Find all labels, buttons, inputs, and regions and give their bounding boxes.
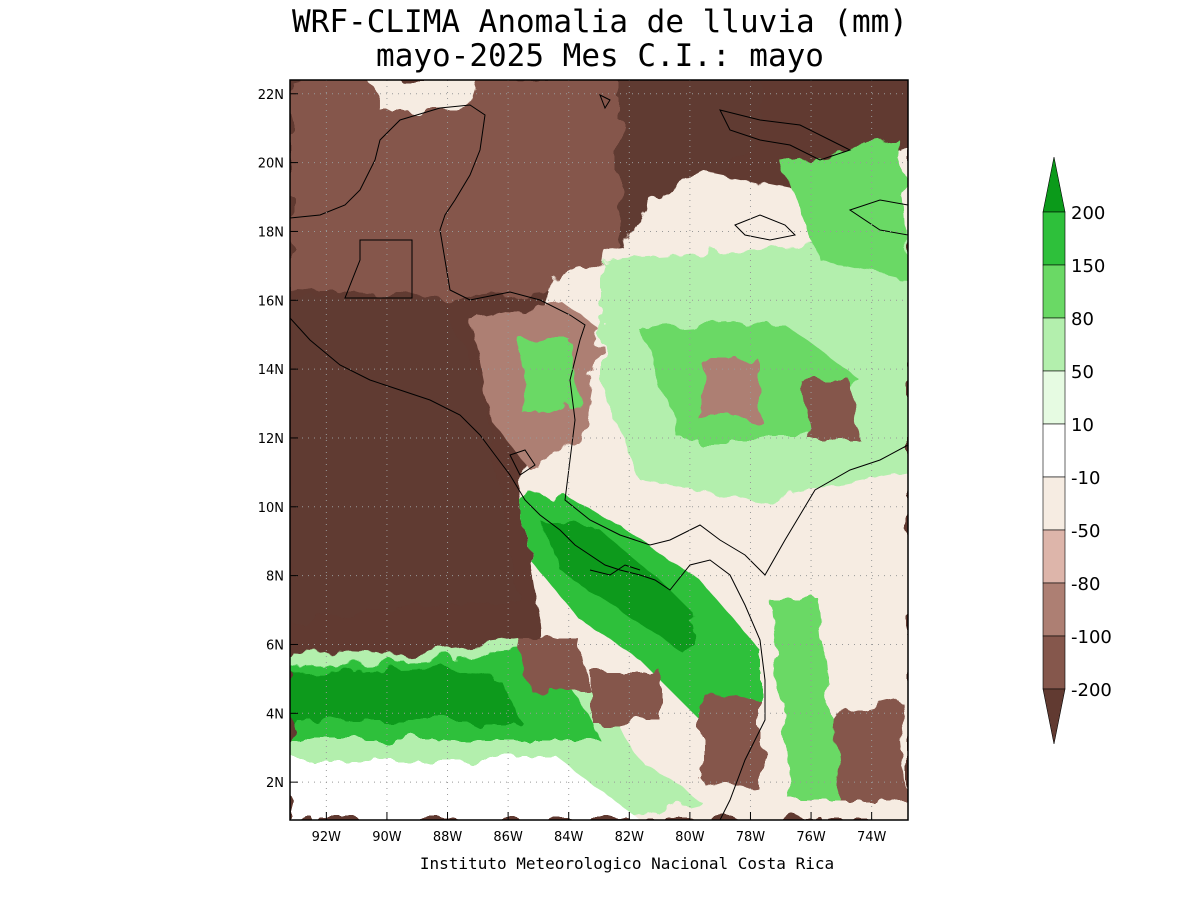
x-tick-label: 74W [857,830,887,845]
colorbar-top-arrow [1042,156,1066,213]
x-tick-label: 78W [736,830,766,845]
x-tick-label: 88W [433,830,463,845]
y-tick-label: 2N [266,776,284,791]
y-tick-label: 6N [266,638,284,653]
x-tick-label: 86W [493,830,523,845]
colorbar-swatch [1042,529,1066,584]
colorbar-level-label: -100 [1071,627,1112,648]
longitude-axis: 92W 90W 88W 86W 84W 82W 80W 78W 76W 74W [312,812,887,845]
colorbar-level-label: -10 [1071,468,1100,489]
map-grid [290,80,908,820]
colorbar-swatch [1042,476,1066,531]
colorbar-level-label: 200 [1071,203,1105,224]
colorbar-swatch [1042,211,1066,266]
colorbar-level-label: -80 [1071,574,1100,595]
y-tick-label: 8N [266,570,284,585]
y-tick-label: 22N [258,88,284,103]
x-tick-label: 90W [372,830,402,845]
colorbar-bottom-arrow [1042,688,1066,745]
anomaly-field [290,80,908,820]
y-tick-label: 18N [258,225,284,240]
colorbar-legend: 200 150 80 50 10 -10 -50 -80 -100 -200 [1042,156,1112,745]
latitude-axis: 2N 4N 6N 8N 10N 12N 14N 16N 18N 20N 22N [258,88,298,791]
chart-title-line1: WRF-CLIMA Anomalia de lluvia (mm) [292,4,908,40]
colorbar-level-label: 150 [1071,256,1105,277]
colorbar-swatch [1042,317,1066,372]
colorbar-level-label: 80 [1071,309,1094,330]
y-tick-label: 14N [258,363,284,378]
y-tick-label: 12N [258,432,284,447]
colorbar-swatch [1042,370,1066,425]
coastlines [290,93,908,820]
y-tick-label: 20N [258,157,284,172]
colorbar-level-label: 50 [1071,362,1094,383]
x-tick-label: 80W [675,830,705,845]
x-tick-label: 76W [796,830,826,845]
colorbar-swatch [1042,423,1066,478]
y-tick-label: 10N [258,501,284,516]
x-tick-label: 84W [554,830,584,845]
footer-credit: Instituto Meteorologico Nacional Costa R… [420,854,834,873]
colorbar-level-label: -200 [1071,680,1112,701]
colorbar-swatch [1042,635,1066,690]
x-tick-label: 92W [312,830,342,845]
colorbar-level-label: 10 [1071,415,1094,436]
colorbar-swatch [1042,582,1066,637]
y-tick-label: 16N [258,294,284,309]
y-tick-label: 4N [266,707,284,722]
colorbar-swatch [1042,264,1066,319]
chart-title-line2: mayo-2025 Mes C.I.: mayo [376,38,824,74]
map-frame [289,79,909,821]
colorbar-level-label: -50 [1071,521,1100,542]
x-tick-label: 82W [615,830,645,845]
